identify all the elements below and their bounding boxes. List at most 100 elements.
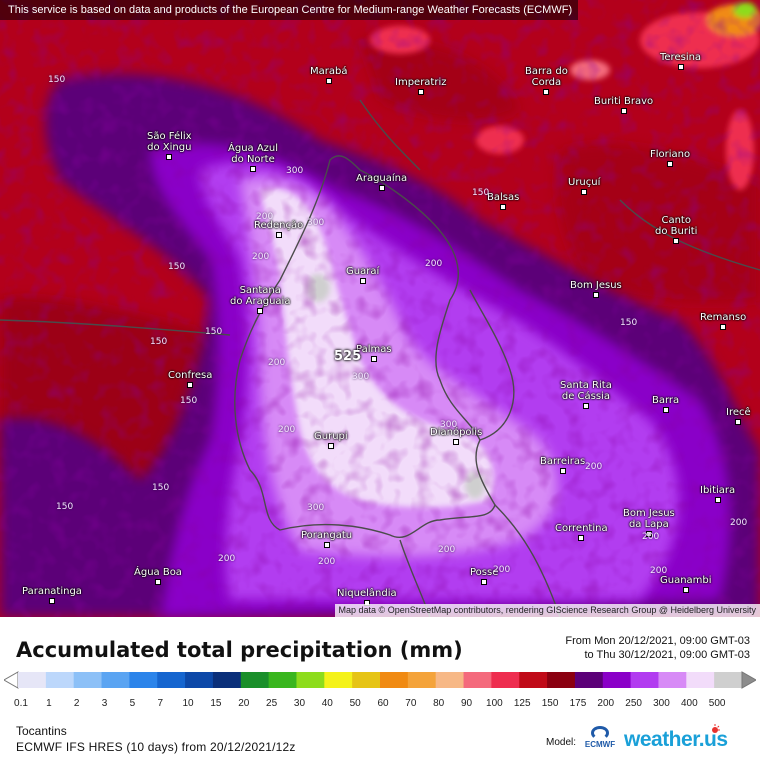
scale-swatch [324, 672, 353, 688]
contour-value-label: 150 [152, 483, 170, 493]
city-name: Buriti Bravo [594, 96, 654, 107]
scale-tick-label: 60 [377, 698, 389, 709]
city-name: Redenção [254, 220, 304, 231]
city-label: Imperatriz [395, 77, 447, 95]
city-name: São Félix [147, 131, 192, 142]
scale-swatch [296, 672, 325, 688]
period-to: to Thu 30/12/2021, 09:00 GMT-03 [584, 649, 750, 661]
city-label: Barra do Corda [525, 66, 568, 95]
city-marker-icon [359, 278, 366, 284]
scale-tick-label: 300 [653, 698, 670, 709]
city-name: do Norte [231, 154, 275, 165]
city-name: Confresa [168, 370, 213, 381]
scale-swatch [45, 672, 75, 688]
city-name: Correntina [555, 523, 608, 534]
city-marker-icon [581, 189, 588, 195]
model-run: ECMWF IFS HRES (10 days) from 20/12/2021… [16, 740, 296, 754]
scale-tick-label: 20 [238, 698, 250, 709]
contour-value-label: 150 [180, 396, 198, 406]
forecast-period: From Mon 20/12/2021, 09:00 GMT-03 to Thu… [565, 634, 750, 662]
city-label: Canto do Buriti [655, 215, 697, 244]
scale-swatch [185, 672, 214, 688]
scale-swatch [519, 672, 548, 688]
city-name: Araguaína [356, 173, 408, 184]
scale-swatch [268, 672, 297, 688]
city-marker-icon [735, 419, 742, 425]
city-marker-icon [673, 238, 680, 244]
city-name: Barra [652, 395, 680, 406]
contour-value-label: 300 [286, 166, 304, 176]
data-source-disclaimer: This service is based on data and produc… [0, 0, 579, 20]
scale-swatch [686, 672, 715, 688]
contour-value-label: 200 [425, 259, 443, 269]
contour-value-label: 150 [150, 337, 168, 347]
contour-value-label: 200 [256, 212, 274, 222]
scale-swatch [491, 672, 520, 688]
scale-swatch [73, 672, 103, 688]
city-label: Redenção [254, 220, 303, 238]
city-name: Canto [661, 215, 691, 226]
city-label: Santana do Araguaia [230, 285, 290, 314]
scale-swatch [18, 672, 47, 688]
city-name: Santa Rita [560, 380, 612, 391]
city-name: Dianópolis [430, 427, 483, 438]
color-scale-labels: 0.1 1 2 3 5 7 10 15 20 25 30 40 50 60 70 80 90 100 125 150 1… [4, 698, 756, 710]
weather-us-sun-icon [712, 724, 720, 733]
scale-tick-label: 2 [73, 698, 80, 709]
scale-tick-label: 7 [157, 698, 163, 709]
scale-swatch [129, 672, 158, 688]
city-label: Santa Rita de Cássia [560, 380, 612, 409]
scale-swatch [463, 672, 492, 688]
city-label: Barreiras [540, 456, 585, 474]
city-marker-icon [559, 468, 566, 474]
city-marker-icon [677, 64, 684, 70]
contour-value-label: 200 [438, 545, 456, 555]
city-name: Água Azul [228, 143, 279, 154]
scale-swatch [352, 672, 381, 688]
city-marker-icon [378, 185, 385, 191]
city-label: Correntina [555, 523, 608, 541]
scale-tick-label: 400 [680, 698, 698, 709]
city-label: Paranatinga [22, 586, 82, 604]
city-label: Balsas [487, 192, 519, 210]
contour-value-label: 300 [307, 218, 325, 228]
scale-tick-label: 30 [293, 698, 306, 709]
city-label: Posse [470, 567, 498, 585]
scale-tick-label: 175 [569, 698, 587, 709]
scale-tick-label: 250 [625, 698, 642, 709]
contour-value-label: 300 [352, 372, 370, 382]
city-marker-icon [417, 89, 424, 95]
scale-swatch [574, 672, 604, 688]
city-name: Água Boa [134, 567, 182, 578]
contour-value-label: 200 [730, 518, 748, 528]
scale-tick-label: 15 [210, 698, 222, 709]
contour-value-label: 300 [440, 420, 458, 430]
city-label: Gurupi [314, 431, 348, 449]
scale-swatch [547, 672, 576, 688]
contour-value-label: 200 [268, 358, 286, 368]
scale-tick-label: 10 [182, 698, 194, 709]
scale-swatch [212, 672, 242, 688]
city-label: Ibitiara [700, 485, 735, 503]
weather-us-logo[interactable]: weather.us [624, 728, 728, 751]
city-marker-icon [327, 443, 334, 449]
city-name: Guanambi [660, 575, 712, 586]
scale-tick-label: 0.1 [14, 698, 28, 709]
city-marker-icon [275, 232, 282, 238]
city-name: Bom Jesus [570, 280, 622, 291]
scale-swatch [714, 672, 743, 688]
city-marker-icon [714, 497, 721, 503]
city-label: Palmas [356, 344, 392, 362]
contour-value-label: 200 [642, 532, 660, 542]
scale-swatch [407, 672, 437, 688]
contour-value-label: 150 [168, 262, 186, 272]
scale-swatch [602, 672, 632, 688]
city-name: do Buriti [655, 226, 698, 237]
city-marker-icon [187, 382, 194, 388]
scale-tick-label: 40 [321, 698, 333, 709]
city-marker-icon [154, 579, 161, 585]
scale-min-arrow [4, 671, 19, 689]
city-marker-icon [592, 292, 599, 298]
city-name: Teresina [660, 52, 702, 63]
scale-tick-label: 90 [460, 698, 473, 709]
